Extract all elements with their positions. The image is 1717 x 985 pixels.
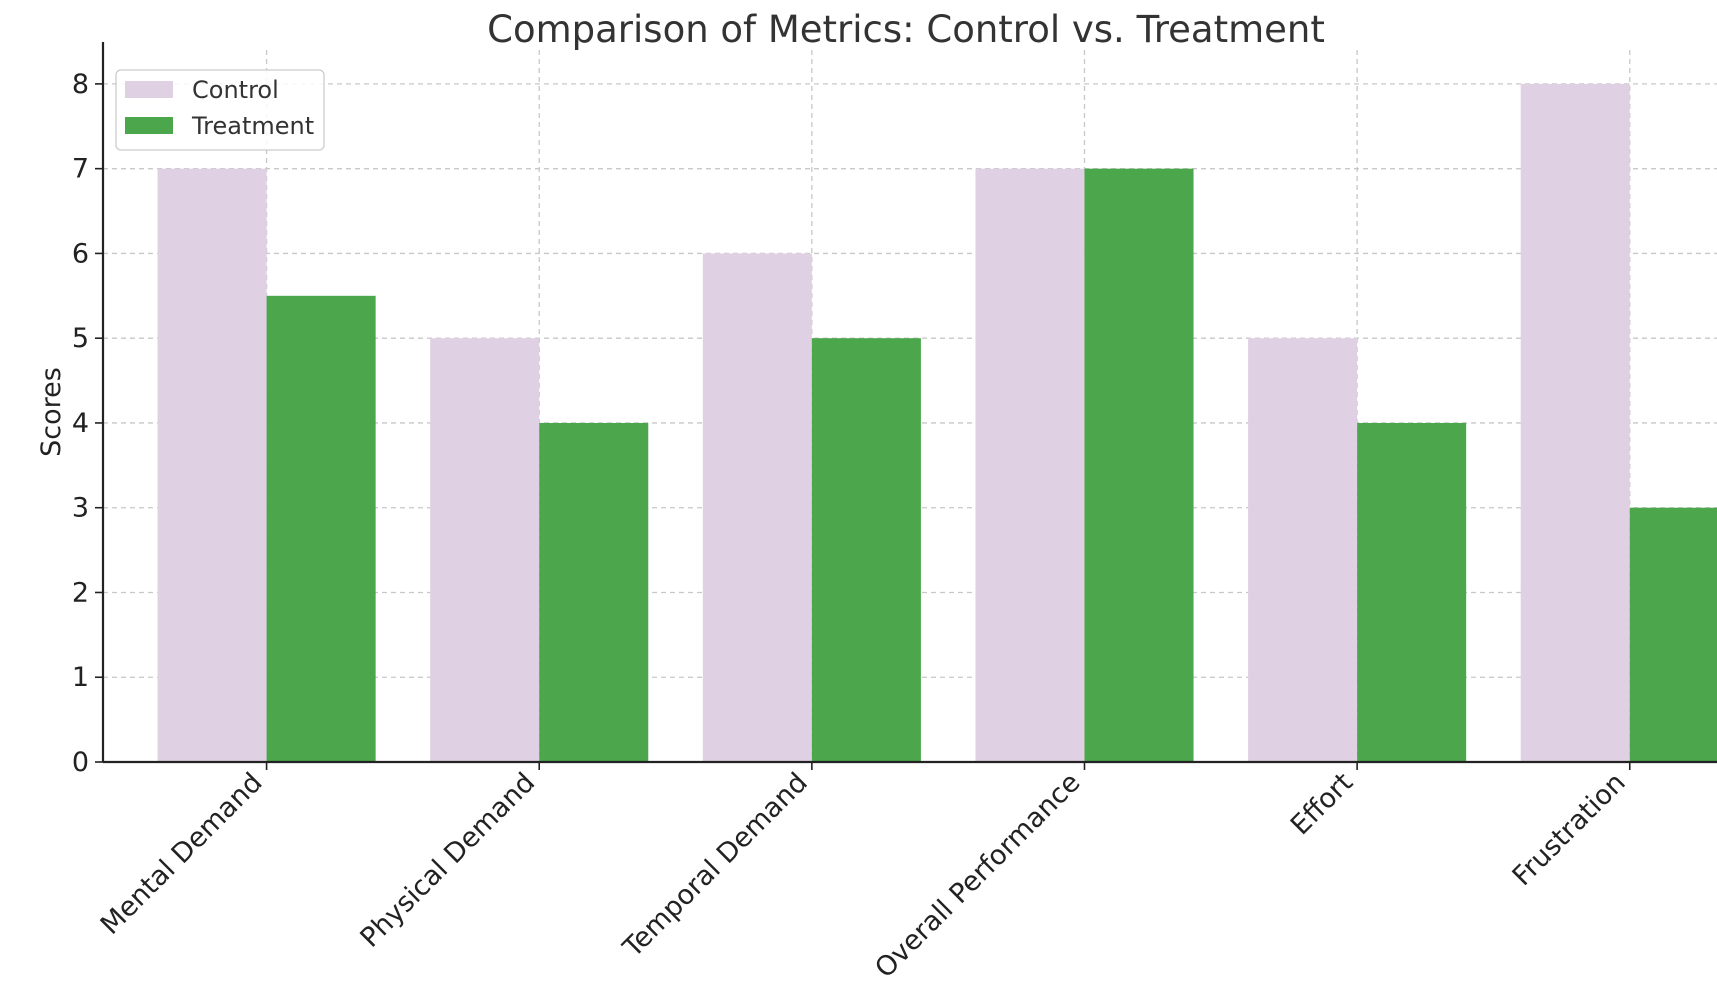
x-tick-label-effort: Effort [1285, 767, 1359, 841]
y-tick-label: 7 [72, 154, 89, 185]
bar-control-overall-performance [975, 168, 1085, 762]
y-tick-label: 0 [72, 747, 89, 778]
legend-label-control: Control [192, 76, 279, 104]
y-tick-label: 8 [72, 69, 89, 100]
bar-control-temporal-demand [702, 253, 812, 762]
y-tick-label: 1 [72, 662, 89, 693]
bar-control-effort [1248, 338, 1358, 762]
bar-treatment-frustration [1629, 507, 1717, 762]
bar-control-mental-demand [157, 168, 267, 762]
x-tick-label-frustration: Frustration [1507, 767, 1632, 892]
bar-treatment-temporal-demand [811, 338, 921, 762]
legend: Control Treatment [115, 69, 325, 151]
x-tick-label-overall-performance: Overall Performance [869, 767, 1086, 984]
x-tick-labels: Mental Demand Physical Demand Temporal Dem… [95, 767, 1632, 984]
bars [157, 83, 1717, 762]
bar-treatment-mental-demand [266, 295, 376, 762]
bar-treatment-physical-demand [539, 422, 649, 762]
axes [95, 42, 1717, 770]
y-tick-label: 5 [72, 323, 89, 354]
legend-swatch-treatment [125, 117, 173, 134]
y-tick-label: 2 [72, 577, 89, 608]
y-axis-title: Scores [36, 367, 67, 457]
x-tick-label-temporal-demand: Temporal Demand [617, 767, 814, 964]
x-tick-label-physical-demand: Physical Demand [355, 767, 542, 954]
bar-control-physical-demand [430, 338, 540, 762]
bar-control-frustration [1520, 83, 1630, 762]
legend-swatch-control [125, 81, 173, 98]
x-tick-label-mental-demand: Mental Demand [95, 767, 269, 941]
legend-label-treatment: Treatment [191, 112, 314, 140]
y-tick-label: 4 [72, 408, 89, 439]
y-tick-labels: 0 1 2 3 4 5 6 7 8 [72, 69, 89, 778]
bar-treatment-effort [1357, 422, 1467, 762]
chart-title: Comparison of Metrics: Control vs. Treat… [487, 8, 1325, 51]
bar-treatment-overall-performance [1084, 168, 1194, 762]
y-tick-label: 6 [72, 238, 89, 269]
y-tick-label: 3 [72, 493, 89, 524]
